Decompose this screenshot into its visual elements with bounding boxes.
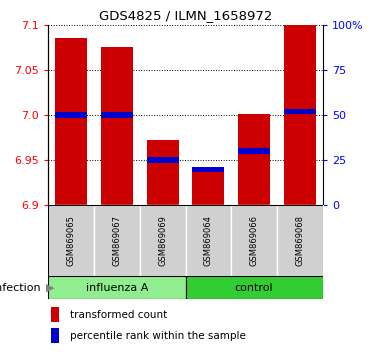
Text: influenza A: influenza A: [86, 282, 148, 293]
Bar: [51, 328, 59, 343]
Bar: [48, 276, 186, 299]
Text: transformed count: transformed count: [70, 309, 167, 320]
Bar: [192, 166, 224, 172]
Text: infection: infection: [0, 282, 41, 293]
Bar: [55, 38, 87, 205]
Text: GSM869069: GSM869069: [158, 215, 167, 266]
Text: GSM869066: GSM869066: [250, 215, 259, 266]
Bar: [140, 205, 186, 276]
Title: GDS4825 / ILMN_1658972: GDS4825 / ILMN_1658972: [99, 9, 272, 22]
Bar: [186, 276, 323, 299]
Bar: [55, 112, 87, 118]
Bar: [94, 205, 140, 276]
Bar: [238, 148, 270, 154]
Text: ▶: ▶: [46, 282, 55, 293]
Text: control: control: [235, 282, 273, 293]
Bar: [48, 205, 94, 276]
Bar: [192, 167, 224, 205]
Bar: [284, 109, 316, 114]
Bar: [51, 307, 59, 322]
Bar: [277, 205, 323, 276]
Bar: [231, 205, 277, 276]
Text: GSM869065: GSM869065: [67, 215, 76, 266]
Bar: [186, 205, 231, 276]
Text: GSM869067: GSM869067: [112, 215, 121, 266]
Bar: [284, 25, 316, 205]
Bar: [238, 114, 270, 205]
Text: percentile rank within the sample: percentile rank within the sample: [70, 331, 246, 341]
Bar: [101, 112, 133, 118]
Bar: [147, 140, 179, 205]
Bar: [147, 158, 179, 163]
Bar: [101, 47, 133, 205]
Text: GSM869068: GSM869068: [295, 215, 304, 266]
Text: GSM869064: GSM869064: [204, 215, 213, 266]
